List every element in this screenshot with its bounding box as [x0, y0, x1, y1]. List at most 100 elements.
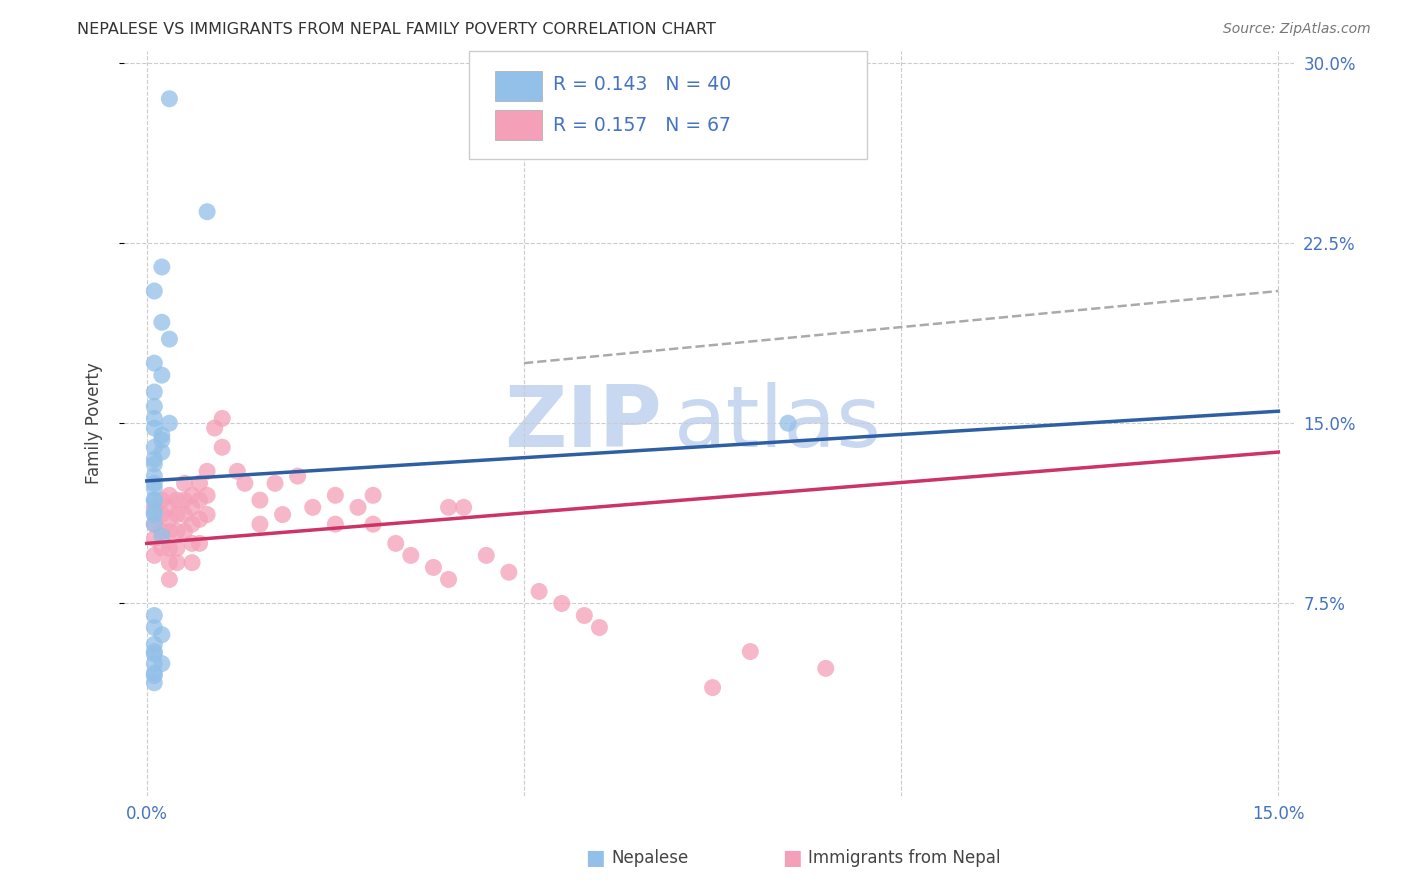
Point [157, 556, 180, 570]
Point [574, 608, 596, 623]
Point [195, 488, 218, 502]
Point [150, 657, 173, 671]
Point [271, 508, 294, 522]
Point [143, 532, 166, 546]
Point [150, 529, 173, 543]
Text: R = 0.143   N = 40: R = 0.143 N = 40 [554, 75, 731, 94]
Point [150, 445, 173, 459]
Point [143, 384, 166, 399]
Point [143, 517, 166, 532]
Point [143, 549, 166, 563]
Point [204, 421, 226, 435]
Point [150, 315, 173, 329]
Point [143, 356, 166, 370]
Point [399, 549, 422, 563]
Point [150, 368, 173, 383]
Point [422, 560, 444, 574]
Point [740, 644, 762, 658]
Point [361, 488, 384, 502]
Point [166, 508, 188, 522]
Point [150, 524, 173, 539]
Point [143, 517, 166, 532]
Point [361, 517, 384, 532]
Point [498, 566, 520, 580]
Point [173, 493, 195, 508]
Point [143, 400, 166, 414]
Point [181, 488, 204, 502]
Point [143, 421, 166, 435]
Point [143, 637, 166, 651]
Point [188, 476, 211, 491]
Text: ■: ■ [585, 848, 605, 868]
Point [143, 666, 166, 681]
Point [173, 476, 195, 491]
Text: Immigrants from Nepal: Immigrants from Nepal [808, 849, 1001, 867]
Point [551, 597, 574, 611]
Point [143, 457, 166, 471]
Point [157, 524, 180, 539]
Point [437, 500, 460, 515]
Point [181, 500, 204, 515]
Point [150, 628, 173, 642]
Point [143, 440, 166, 454]
Point [233, 476, 256, 491]
Point [143, 481, 166, 495]
Text: ■: ■ [782, 848, 801, 868]
Point [143, 608, 166, 623]
Point [143, 476, 166, 491]
Point [166, 493, 188, 508]
Point [157, 512, 180, 526]
Point [150, 493, 173, 508]
Point [173, 508, 195, 522]
Point [226, 464, 249, 478]
Point [347, 500, 370, 515]
Point [150, 508, 173, 522]
Point [287, 469, 309, 483]
Point [527, 584, 550, 599]
Point [814, 661, 837, 675]
Point [264, 476, 287, 491]
Point [143, 452, 166, 467]
Point [437, 573, 460, 587]
Text: R = 0.157   N = 67: R = 0.157 N = 67 [554, 116, 731, 135]
Point [143, 411, 166, 425]
Point [143, 284, 166, 298]
Text: Nepalese: Nepalese [612, 849, 689, 867]
Point [188, 512, 211, 526]
Point [150, 260, 173, 274]
Point [301, 500, 323, 515]
Point [150, 541, 173, 556]
FancyBboxPatch shape [495, 111, 541, 140]
Point [211, 440, 233, 454]
Point [195, 464, 218, 478]
Point [143, 500, 166, 515]
Point [702, 681, 724, 695]
Point [157, 416, 180, 430]
Point [249, 493, 271, 508]
Point [181, 536, 204, 550]
FancyBboxPatch shape [495, 70, 541, 101]
Point [157, 500, 180, 515]
Text: ZIP: ZIP [505, 382, 662, 465]
Point [195, 508, 218, 522]
Text: Source: ZipAtlas.com: Source: ZipAtlas.com [1223, 22, 1371, 37]
Point [325, 488, 347, 502]
Point [143, 644, 166, 658]
Point [157, 541, 180, 556]
Point [157, 573, 180, 587]
Point [453, 500, 475, 515]
FancyBboxPatch shape [470, 51, 866, 159]
Point [143, 505, 166, 519]
Point [166, 541, 188, 556]
Point [188, 536, 211, 550]
Point [211, 411, 233, 425]
Text: atlas: atlas [673, 382, 882, 465]
Point [249, 517, 271, 532]
Point [150, 433, 173, 447]
Point [143, 493, 166, 508]
Point [143, 668, 166, 682]
Point [157, 332, 180, 346]
Point [195, 204, 218, 219]
Point [588, 620, 610, 634]
Point [143, 469, 166, 483]
